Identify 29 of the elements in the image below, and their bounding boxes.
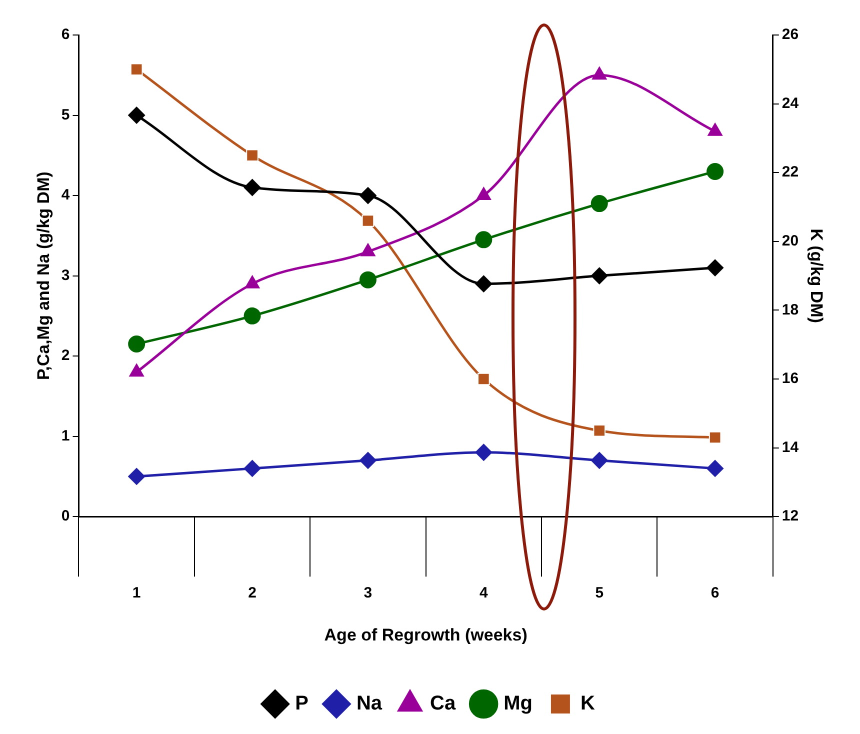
y2-tick-label: 20 xyxy=(782,232,799,250)
x-tick-label: 1 xyxy=(132,584,141,602)
y2-tick-label: 12 xyxy=(782,508,799,525)
x-axis-title: Age of Regrowth (weeks) xyxy=(324,625,528,644)
y-axis-title: P,Ca,Mg and Na (g/kg DM) xyxy=(34,172,53,380)
y-tick-label: 1 xyxy=(61,427,70,444)
x-tick-label: 4 xyxy=(480,584,489,602)
y2-tick-label: 18 xyxy=(782,301,799,318)
y-tick-label: 0 xyxy=(61,508,70,525)
y2-tick-label: 16 xyxy=(782,370,799,388)
y-tick-label: 5 xyxy=(61,106,70,124)
y-tick-label: 2 xyxy=(61,347,70,364)
y-tick-label: 4 xyxy=(61,186,70,204)
y2-tick-label: 14 xyxy=(782,438,800,456)
legend-label: Mg xyxy=(504,692,532,715)
y2-tick-label: 22 xyxy=(782,164,799,181)
legend-label: Ca xyxy=(430,692,456,715)
x-tick-label: 6 xyxy=(710,584,720,602)
y2-axis-title: K (g/kg DM) xyxy=(807,228,826,324)
y-tick-label: 3 xyxy=(61,266,70,284)
y-tick-label: 6 xyxy=(61,26,70,44)
y2-tick-label: 24 xyxy=(782,94,800,112)
x-tick-label: 2 xyxy=(248,584,256,602)
legend-label: Na xyxy=(356,692,383,715)
legend-label: P xyxy=(295,692,308,715)
legend-label: K xyxy=(580,692,596,715)
x-tick-label: 5 xyxy=(595,584,604,602)
y2-tick-label: 26 xyxy=(782,26,799,44)
x-tick-label: 3 xyxy=(364,584,372,602)
